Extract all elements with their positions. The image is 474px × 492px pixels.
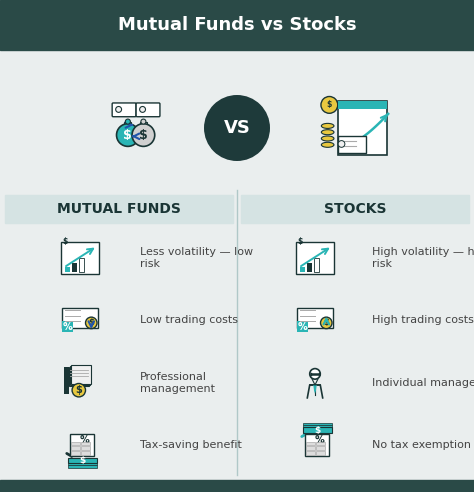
Bar <box>306 442 315 445</box>
Bar <box>140 123 147 126</box>
Circle shape <box>140 106 146 112</box>
Bar <box>303 423 332 425</box>
Bar <box>297 308 333 328</box>
Circle shape <box>85 317 97 329</box>
Bar <box>65 267 71 272</box>
Bar <box>72 446 80 450</box>
Bar <box>68 463 97 465</box>
Bar <box>296 243 334 274</box>
Text: $: $ <box>75 385 82 395</box>
FancyBboxPatch shape <box>112 103 136 117</box>
Text: Tax-saving benefit: Tax-saving benefit <box>140 440 242 450</box>
Text: $: $ <box>139 128 148 142</box>
Bar <box>241 195 469 223</box>
Circle shape <box>125 119 130 124</box>
Bar <box>314 258 319 272</box>
Bar <box>62 321 73 332</box>
Text: Mutual Funds vs Stocks: Mutual Funds vs Stocks <box>118 16 356 34</box>
Text: $: $ <box>124 128 132 142</box>
Bar <box>307 263 312 272</box>
Bar <box>0 480 474 492</box>
Circle shape <box>116 106 121 112</box>
Ellipse shape <box>321 136 334 141</box>
Bar <box>69 368 89 386</box>
Text: $: $ <box>297 237 302 246</box>
Bar <box>64 368 69 394</box>
Text: $: $ <box>327 100 332 109</box>
Text: $: $ <box>314 426 320 434</box>
Circle shape <box>117 123 139 147</box>
Text: No tax exemption: No tax exemption <box>372 440 471 450</box>
Bar <box>82 446 90 450</box>
Circle shape <box>338 141 345 147</box>
Circle shape <box>132 123 155 147</box>
Text: STOCKS: STOCKS <box>324 202 386 216</box>
Text: Professional
management: Professional management <box>140 372 215 394</box>
Bar <box>70 367 90 385</box>
Bar <box>68 465 97 467</box>
Circle shape <box>141 119 146 124</box>
Bar <box>317 446 325 450</box>
Bar <box>317 442 325 445</box>
Bar <box>306 446 315 450</box>
Bar <box>338 101 387 155</box>
Bar <box>72 451 80 455</box>
Text: %: % <box>63 322 72 332</box>
Text: MUTUAL FUNDS: MUTUAL FUNDS <box>57 202 181 216</box>
Bar <box>71 434 94 456</box>
Bar <box>303 425 332 427</box>
Ellipse shape <box>321 142 334 147</box>
Text: VS: VS <box>224 119 250 137</box>
Text: Individual management: Individual management <box>372 378 474 388</box>
Bar <box>62 308 98 328</box>
Bar <box>72 263 77 272</box>
Bar <box>72 442 80 445</box>
Bar <box>61 243 99 274</box>
Text: High volatility — high
risk: High volatility — high risk <box>372 247 474 269</box>
Bar <box>79 258 84 272</box>
Bar <box>68 458 97 463</box>
Bar <box>0 0 474 50</box>
Circle shape <box>320 317 332 329</box>
Text: %: % <box>80 434 89 445</box>
Bar <box>303 428 332 433</box>
Circle shape <box>72 383 85 397</box>
Bar <box>300 267 305 272</box>
Text: Less volatility — low
risk: Less volatility — low risk <box>140 247 253 269</box>
Bar <box>338 136 366 153</box>
Bar <box>338 101 387 109</box>
Bar <box>0 50 474 492</box>
Circle shape <box>310 369 320 379</box>
Text: %: % <box>298 322 307 332</box>
Bar <box>5 195 233 223</box>
Bar <box>317 451 325 455</box>
Ellipse shape <box>321 130 334 135</box>
Text: $: $ <box>323 318 329 327</box>
Text: %: % <box>314 434 324 445</box>
Bar <box>305 434 329 456</box>
Text: High trading costs: High trading costs <box>372 315 474 325</box>
Bar <box>82 451 90 455</box>
Text: Low trading costs: Low trading costs <box>140 315 238 325</box>
Bar <box>297 321 308 332</box>
Bar <box>125 123 131 126</box>
Bar <box>82 442 90 445</box>
Circle shape <box>204 95 270 161</box>
Polygon shape <box>313 385 317 394</box>
Circle shape <box>321 96 338 113</box>
Text: $: $ <box>88 318 94 327</box>
FancyBboxPatch shape <box>136 103 160 117</box>
Bar <box>71 366 91 384</box>
Text: $: $ <box>62 237 67 246</box>
Bar <box>306 451 315 455</box>
Ellipse shape <box>321 123 334 128</box>
Text: $: $ <box>79 456 85 465</box>
